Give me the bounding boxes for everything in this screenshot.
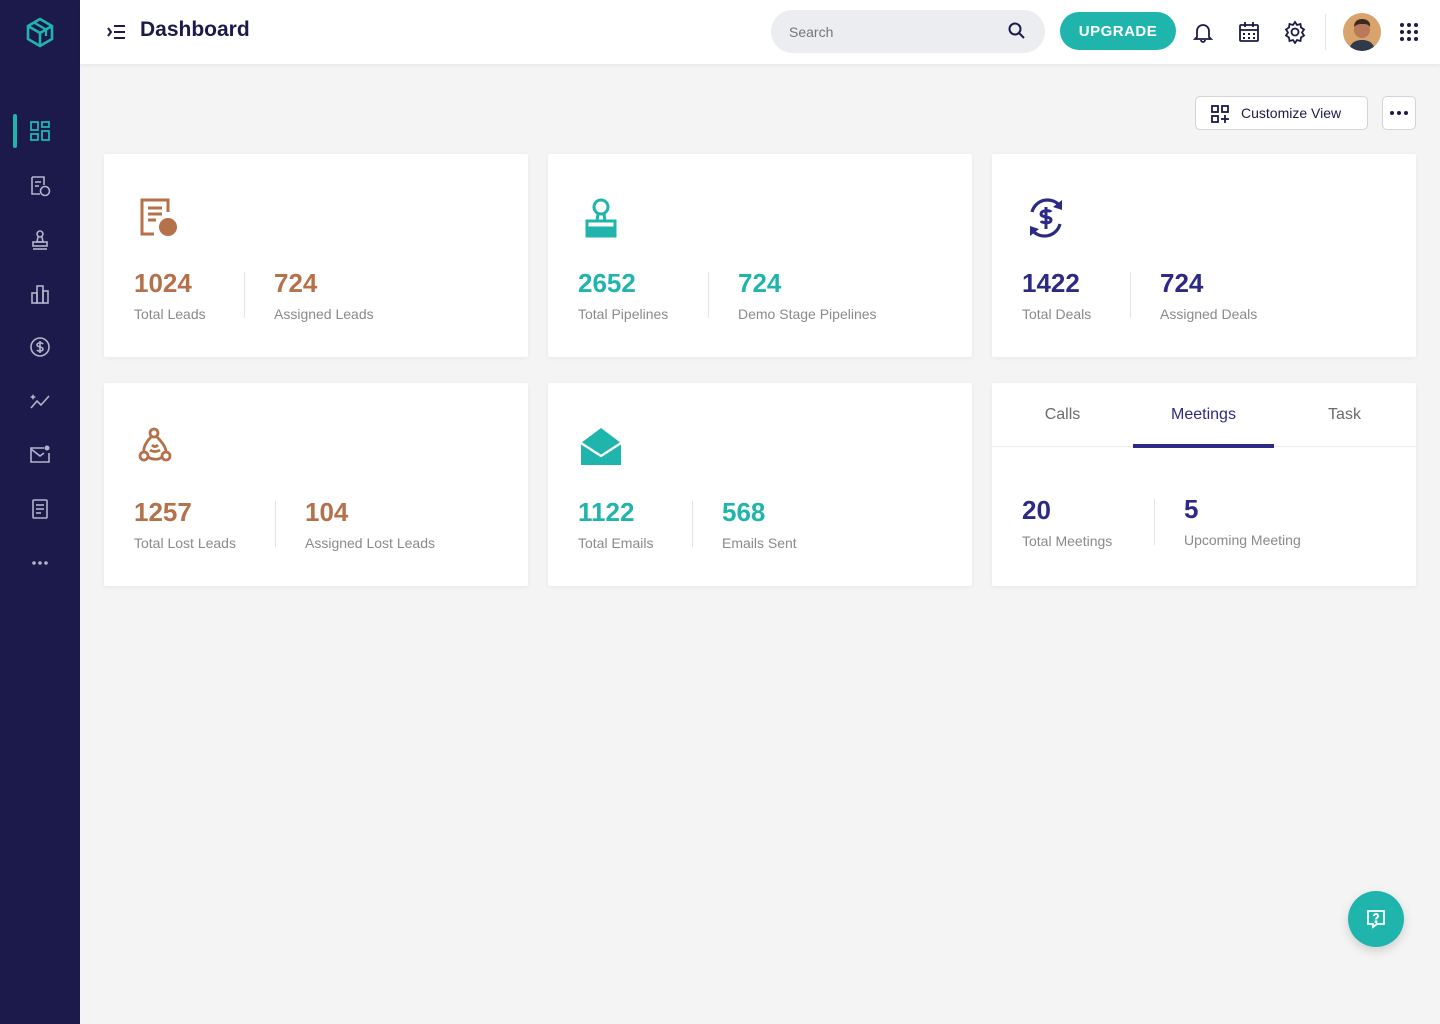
search-icon[interactable] xyxy=(1007,21,1027,41)
customize-view-button[interactable]: Customize View xyxy=(1195,96,1368,130)
user-avatar[interactable] xyxy=(1343,13,1381,51)
total-meetings-stat: 20 Total Meetings xyxy=(1022,491,1112,549)
tab-task[interactable]: Task xyxy=(1328,406,1361,423)
stat-divider xyxy=(1130,272,1131,318)
help-button[interactable] xyxy=(1348,891,1404,947)
total-lost-leads-label: Total Lost Leads xyxy=(134,535,236,551)
pipelines-icon xyxy=(32,230,48,250)
customize-grid-icon xyxy=(1211,105,1229,123)
app-logo-icon[interactable] xyxy=(24,16,56,48)
pipelines-card-icon xyxy=(585,198,617,238)
stat-divider xyxy=(708,272,709,318)
deals-card-icon xyxy=(1030,198,1062,238)
active-indicator xyxy=(13,114,17,148)
stat-divider xyxy=(692,501,693,547)
demo-stage-pipelines-label: Demo Stage Pipelines xyxy=(738,306,877,322)
total-pipelines-value: 2652 xyxy=(578,268,636,298)
sidebar-item-email[interactable] xyxy=(0,435,80,475)
more-horizontal-icon xyxy=(1390,111,1408,115)
stat-divider xyxy=(244,272,245,318)
assigned-lost-leads-label: Assigned Lost Leads xyxy=(305,535,435,551)
sidebar-item-dashboard[interactable] xyxy=(0,111,80,151)
assigned-deals-value: 724 xyxy=(1160,268,1204,298)
sidebar-item-pipelines[interactable] xyxy=(0,220,80,260)
upcoming-meeting-label: Upcoming Meeting xyxy=(1184,532,1301,548)
more-icon xyxy=(32,561,48,565)
tab-calls[interactable]: Calls xyxy=(1044,406,1081,423)
assigned-deals-label: Assigned Deals xyxy=(1160,306,1258,322)
deals-icon xyxy=(30,337,50,357)
leads-card: 1024 Total Leads 724 Assigned Leads xyxy=(104,154,528,357)
search-input[interactable] xyxy=(789,10,999,53)
activities-card: Calls Meetings Task 20 Total Meetings 5 … xyxy=(992,383,1416,586)
sidebar xyxy=(0,0,80,1024)
sidebar-item-documents[interactable] xyxy=(0,489,80,529)
search-box[interactable] xyxy=(771,10,1045,53)
total-emails-stat: 1122 Total Emails xyxy=(578,493,653,551)
analytics-icon xyxy=(30,394,50,409)
header-divider xyxy=(1325,14,1326,50)
leads-card-icon xyxy=(140,198,177,236)
stat-divider xyxy=(275,501,276,547)
assigned-leads-value: 724 xyxy=(274,268,318,298)
total-deals-stat: 1422 Total Deals xyxy=(1022,264,1091,322)
assigned-deals-stat: 724 Assigned Deals xyxy=(1160,264,1257,322)
calendar-icon[interactable] xyxy=(1237,20,1261,44)
deals-card: 1422 Total Deals 724 Assigned Deals xyxy=(992,154,1416,357)
total-lost-leads-stat: 1257 Total Lost Leads xyxy=(134,493,236,551)
gear-icon[interactable] xyxy=(1283,20,1307,44)
emails-sent-label: Emails Sent xyxy=(722,535,797,551)
documents-icon xyxy=(32,499,48,519)
assigned-lost-leads-stat: 104 Assigned Lost Leads xyxy=(305,493,435,551)
sidebar-item-leads[interactable] xyxy=(0,166,80,206)
total-emails-value: 1122 xyxy=(578,497,635,527)
bell-icon[interactable] xyxy=(1191,20,1215,44)
total-pipelines-stat: 2652 Total Pipelines xyxy=(578,264,668,322)
tab-meetings[interactable]: Meetings xyxy=(1133,383,1274,448)
stat-divider xyxy=(1154,499,1155,545)
open-envelope-icon xyxy=(580,428,622,465)
total-leads-value: 1024 xyxy=(134,268,192,298)
assigned-leads-label: Assigned Leads xyxy=(274,306,374,322)
total-leads-label: Total Leads xyxy=(134,306,206,322)
apps-grid-icon[interactable] xyxy=(1397,20,1421,44)
sidebar-item-reports[interactable] xyxy=(0,274,80,314)
total-pipelines-label: Total Pipelines xyxy=(578,306,669,322)
dashboard-icon xyxy=(30,121,50,141)
assigned-lost-leads-value: 104 xyxy=(305,497,349,527)
help-question-icon xyxy=(1367,910,1385,929)
sidebar-item-analytics[interactable] xyxy=(0,381,80,421)
upcoming-meeting-value: 5 xyxy=(1184,494,1199,524)
top-header: Dashboard UPGRADE xyxy=(80,0,1440,64)
lost-leads-card: 1257 Total Lost Leads 104 Assigned Lost … xyxy=(104,383,528,586)
menu-toggle-icon[interactable] xyxy=(105,21,127,43)
lost-leads-card-icon xyxy=(138,427,172,462)
assigned-leads-stat: 724 Assigned Leads xyxy=(274,264,374,322)
total-deals-value: 1422 xyxy=(1022,268,1080,298)
total-emails-label: Total Emails xyxy=(578,535,654,551)
demo-stage-pipelines-value: 724 xyxy=(738,268,782,298)
total-leads-stat: 1024 Total Leads xyxy=(134,264,206,322)
sidebar-item-deals[interactable] xyxy=(0,327,80,367)
customize-view-label: Customize View xyxy=(1241,105,1342,121)
upgrade-button[interactable]: UPGRADE xyxy=(1060,12,1176,50)
activity-tabs: Calls Meetings Task xyxy=(992,383,1416,448)
email-icon xyxy=(30,445,50,463)
total-meetings-value: 20 xyxy=(1022,495,1051,525)
emails-sent-value: 568 xyxy=(722,497,766,527)
total-lost-leads-value: 1257 xyxy=(134,497,192,527)
reports-icon xyxy=(31,285,49,304)
total-meetings-label: Total Meetings xyxy=(1022,533,1113,549)
upcoming-meeting-stat: 5 Upcoming Meeting xyxy=(1184,490,1301,548)
pipelines-card: 2652 Total Pipelines 724 Demo Stage Pipe… xyxy=(548,154,972,357)
leads-icon xyxy=(31,176,51,197)
total-deals-label: Total Deals xyxy=(1022,306,1092,322)
more-options-button[interactable] xyxy=(1382,96,1416,130)
sidebar-item-more[interactable] xyxy=(0,543,80,583)
avatar-image xyxy=(1343,13,1381,51)
page-title: Dashboard xyxy=(140,18,250,41)
emails-sent-stat: 568 Emails Sent xyxy=(722,493,797,551)
emails-card: 1122 Total Emails 568 Emails Sent xyxy=(548,383,972,586)
demo-stage-pipelines-stat: 724 Demo Stage Pipelines xyxy=(738,264,877,322)
